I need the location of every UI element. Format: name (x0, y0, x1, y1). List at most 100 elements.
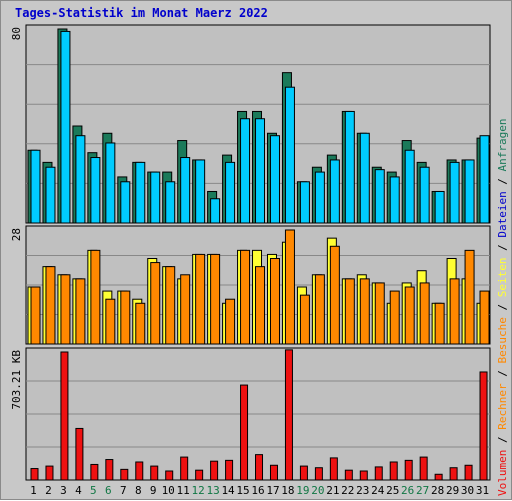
bar-besuche-19 (299, 294, 310, 345)
bar-dateien-10 (165, 181, 176, 224)
bar-besuche-15 (240, 249, 251, 345)
legend-separator: / (496, 171, 509, 191)
x-tick-31: 31 (476, 484, 489, 497)
x-tick-6: 6 (105, 484, 112, 497)
bar-besuche-5 (90, 249, 101, 345)
bar-volumen-8 (135, 461, 144, 481)
bar-besuche-28 (434, 302, 445, 345)
bar-dateien-7 (120, 181, 131, 224)
bar-besuche-24 (374, 282, 385, 345)
bar-dateien-16 (255, 118, 266, 224)
bar-dateien-22 (344, 110, 355, 224)
bar-besuche-23 (359, 278, 370, 345)
bar-dateien-31 (479, 135, 490, 224)
x-tick-16: 16 (251, 484, 264, 497)
x-tick-24: 24 (371, 484, 385, 497)
bar-volumen-26 (404, 459, 413, 481)
bar-volumen-13 (210, 460, 219, 481)
bar-besuche-26 (404, 286, 415, 345)
bar-dateien-14 (225, 161, 236, 224)
bar-besuche-7 (120, 290, 131, 345)
bar-dateien-30 (464, 159, 475, 224)
bar-volumen-25 (389, 461, 398, 481)
x-tick-12: 12 (192, 484, 205, 497)
bar-dateien-27 (419, 166, 430, 224)
bar-besuche-8 (135, 302, 146, 345)
bar-volumen-29 (449, 467, 458, 481)
bar-besuche-16 (255, 266, 266, 345)
x-tick-1: 1 (30, 484, 37, 497)
x-tick-8: 8 (135, 484, 142, 497)
bar-volumen-4 (75, 427, 84, 481)
x-tick-10: 10 (162, 484, 175, 497)
bar-volumen-19 (299, 465, 308, 481)
bar-besuche-12 (195, 253, 206, 345)
bar-volumen-16 (255, 454, 264, 481)
legend-separator: / (496, 364, 509, 384)
x-tick-27: 27 (416, 484, 429, 497)
bar-besuche-4 (75, 278, 86, 345)
bar-dateien-15 (240, 118, 251, 224)
bar-dateien-3 (60, 30, 71, 224)
x-tick-2: 2 (45, 484, 52, 497)
bar-besuche-21 (329, 245, 340, 345)
bar-dateien-18 (284, 86, 295, 224)
legend-separator: / (496, 430, 509, 450)
bar-besuche-27 (419, 282, 430, 345)
bar-volumen-3 (60, 351, 69, 481)
bar-volumen-5 (90, 463, 99, 481)
bar-dateien-21 (329, 159, 340, 224)
x-tick-17: 17 (266, 484, 279, 497)
bar-volumen-23 (359, 470, 368, 481)
legend-volumen: Volumen (496, 450, 509, 496)
bar-volumen-10 (165, 470, 174, 481)
bar-dateien-17 (269, 135, 280, 224)
bar-volumen-2 (45, 465, 54, 481)
bar-volumen-14 (225, 459, 234, 481)
legend-right: Volumen / Rechner / Besuche / Seiten / D… (496, 118, 509, 496)
bar-volumen-24 (374, 466, 383, 481)
x-tick-18: 18 (281, 484, 294, 497)
bar-besuche-30 (464, 249, 475, 345)
bar-besuche-3 (60, 274, 71, 345)
bar-dateien-12 (195, 159, 206, 224)
legend-dateien: Dateien (496, 191, 509, 237)
bar-volumen-21 (329, 457, 338, 481)
bar-volumen-12 (195, 469, 204, 481)
x-tick-30: 30 (461, 484, 474, 497)
bar-dateien-11 (180, 157, 191, 224)
bar-dateien-1 (30, 149, 41, 224)
legend-seiten: Seiten (496, 258, 509, 298)
bar-volumen-1 (30, 468, 39, 481)
bar-dateien-8 (135, 161, 146, 224)
bar-volumen-6 (105, 459, 114, 481)
bar-besuche-14 (225, 298, 236, 345)
bar-besuche-22 (344, 278, 355, 345)
x-tick-29: 29 (446, 484, 459, 497)
x-tick-7: 7 (120, 484, 127, 497)
bar-dateien-25 (389, 176, 400, 224)
bar-volumen-17 (269, 464, 278, 481)
x-tick-19: 19 (296, 484, 309, 497)
bar-dateien-2 (45, 166, 56, 224)
x-tick-22: 22 (341, 484, 354, 497)
x-tick-3: 3 (60, 484, 67, 497)
bar-volumen-20 (314, 467, 323, 481)
bar-besuche-25 (389, 290, 400, 345)
y-max-label: 703.21 KB (10, 350, 23, 410)
bar-besuche-6 (105, 298, 116, 345)
y-max-label: 28 (10, 228, 23, 241)
bar-besuche-20 (314, 274, 325, 345)
bar-volumen-18 (284, 349, 293, 481)
x-tick-25: 25 (386, 484, 399, 497)
bar-volumen-15 (240, 384, 249, 481)
legend-rechner: Rechner (496, 383, 509, 430)
x-tick-20: 20 (311, 484, 324, 497)
bar-dateien-26 (404, 149, 415, 224)
bar-dateien-6 (105, 142, 116, 224)
legend-separator: / (496, 297, 509, 317)
bar-dateien-24 (374, 169, 385, 224)
x-tick-23: 23 (356, 484, 369, 497)
bar-besuche-18 (284, 229, 295, 345)
